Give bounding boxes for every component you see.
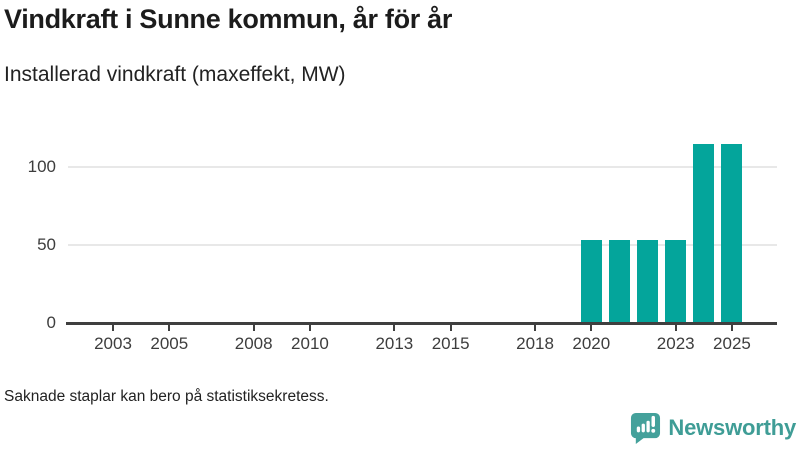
x-axis-label-2013: 2013	[375, 334, 414, 353]
y-axis-label-50: 50	[37, 235, 56, 254]
x-tick-2008	[252, 325, 255, 331]
x-axis-label-2015: 2015	[431, 334, 470, 353]
x-tick-2023	[674, 325, 677, 331]
chart-title: Vindkraft i Sunne kommun, år för år	[4, 4, 453, 34]
newsworthy-brand-link[interactable]: Newsworthy	[630, 411, 796, 444]
x-axis-label-2020: 2020	[572, 334, 611, 353]
y-axis-label-0: 0	[46, 313, 56, 332]
x-tick-2020	[590, 325, 593, 331]
gridline-100	[68, 166, 777, 168]
newsworthy-logo-icon	[631, 412, 661, 444]
bar-chart-plot-area: 0 50 100 2003 2005 2008 2010 2013 2015 2018 2020 20…	[0, 100, 800, 370]
gridline-50	[68, 244, 777, 246]
chart-subtitle: Installerad vindkraft (maxeffekt, MW)	[4, 63, 346, 86]
bar-2023	[665, 240, 687, 323]
x-axis-line	[66, 322, 777, 325]
bar-2021	[608, 240, 630, 323]
x-axis-label-2025: 2025	[713, 334, 751, 353]
x-axis-label-2003: 2003	[94, 334, 132, 353]
x-tick-2015	[449, 325, 452, 331]
newsworthy-wordmark: Newsworthy	[668, 414, 796, 440]
x-axis-label-2005: 2005	[150, 334, 189, 353]
x-axis-label-2023: 2023	[656, 334, 695, 353]
chart-footnote: Saknade staplar kan bero på statistiksek…	[4, 388, 329, 405]
x-axis-label-2010: 2010	[291, 334, 329, 353]
x-tick-2010	[308, 325, 311, 331]
x-tick-2013	[393, 325, 396, 331]
bar-2024	[693, 143, 715, 323]
x-tick-2005	[168, 325, 171, 331]
x-axis-label-2018: 2018	[516, 334, 554, 353]
y-axis-label-100: 100	[27, 157, 56, 176]
bar-2022	[637, 240, 659, 323]
bar-2025	[721, 143, 743, 323]
x-tick-2003	[112, 325, 115, 331]
x-tick-2025	[730, 325, 733, 331]
x-axis-label-2008: 2008	[234, 334, 273, 353]
x-tick-2018	[534, 325, 537, 331]
bar-2020	[580, 240, 602, 323]
